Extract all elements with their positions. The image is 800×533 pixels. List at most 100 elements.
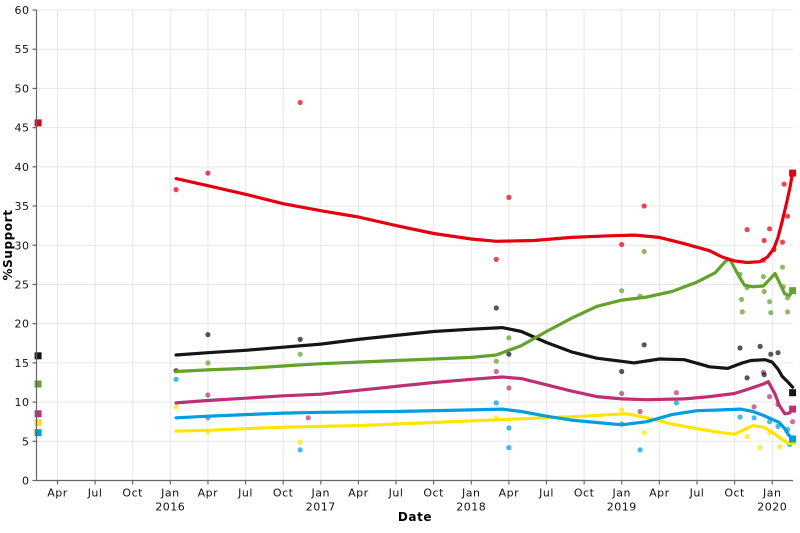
- black-poll-dot: [737, 345, 743, 351]
- red-result_2015-marker: [34, 119, 42, 127]
- yellow-poll-dot: [777, 444, 783, 450]
- green-poll-dot: [779, 264, 786, 270]
- x-tick-label: Jan: [311, 487, 330, 500]
- x-tick-label: Jul: [87, 487, 103, 500]
- red-result_2020-marker: [789, 169, 797, 177]
- red-poll-dot: [785, 213, 791, 219]
- magenta-poll-dot: [506, 385, 512, 391]
- red-poll-dot: [767, 226, 773, 232]
- blue-poll-dot: [751, 415, 757, 421]
- blue-poll-dot: [173, 376, 179, 382]
- black-poll-dot: [775, 350, 781, 356]
- red-poll-dot: [297, 99, 303, 106]
- black-poll-dot: [744, 375, 750, 381]
- x-tick-label: Jan: [612, 487, 631, 500]
- green-poll-dot: [297, 351, 303, 357]
- green-trend-line: [174, 257, 795, 374]
- black-result_2020-marker: [789, 389, 797, 397]
- red-poll-dot: [493, 256, 499, 262]
- y-tick-label: 35: [15, 200, 30, 213]
- red-poll-dot: [744, 227, 750, 233]
- blue-poll-dot: [506, 425, 512, 431]
- x-tick-label: Jul: [689, 487, 705, 500]
- x-tick-label: Apr: [198, 487, 219, 500]
- blue-poll-dot: [775, 423, 781, 429]
- green-poll-dot: [760, 274, 767, 280]
- x-tick-label: Oct: [574, 487, 595, 500]
- green-poll-dot: [493, 358, 499, 364]
- y-axis-title: %Support: [1, 209, 15, 280]
- y-tick-label: 25: [15, 278, 30, 291]
- x-tick-label: Jan: [461, 487, 480, 500]
- black-result_2015-marker: [34, 352, 42, 360]
- black-poll-dot: [205, 332, 211, 338]
- red-poll-dot: [781, 181, 787, 187]
- magenta-poll-dot: [751, 404, 757, 410]
- y-tick-label: 60: [15, 4, 30, 17]
- black-poll-dot: [768, 351, 774, 357]
- green-result_2015-marker: [34, 380, 42, 388]
- y-tick-label: 45: [15, 122, 30, 135]
- green-poll-dot: [739, 309, 746, 315]
- red-poll-dot: [173, 187, 179, 193]
- black-poll-dot: [619, 368, 625, 375]
- x-tick-year-label: 2017: [306, 501, 336, 514]
- x-tick-label: Jul: [538, 487, 554, 500]
- magenta-poll-dot: [673, 390, 680, 396]
- yellow-poll-dot: [641, 430, 647, 436]
- black-poll-dots: [173, 305, 781, 381]
- red-poll-dot: [506, 194, 512, 200]
- y-tick-label: 10: [15, 396, 30, 409]
- blue-poll-dot: [493, 400, 499, 406]
- x-tick-label: Apr: [348, 487, 369, 500]
- x-tick-label: Oct: [273, 487, 294, 500]
- x-tick-label: Oct: [724, 487, 745, 500]
- y-tick-label: 5: [22, 435, 30, 448]
- blue-poll-dot: [737, 414, 743, 420]
- magenta-poll-dot: [305, 415, 311, 421]
- x-axis-title: Date: [398, 510, 432, 524]
- red-poll-dot: [205, 170, 211, 176]
- green-poll-dot: [767, 299, 773, 305]
- blue-poll-dot: [506, 445, 512, 451]
- y-tick-label: 20: [15, 318, 30, 331]
- x-tick-label: Jan: [160, 487, 179, 500]
- blue-result_2020-marker: [789, 435, 797, 443]
- yellow-poll-dot: [619, 407, 625, 413]
- magenta-result_2015-marker: [34, 410, 42, 418]
- green-poll-dot: [768, 310, 774, 316]
- green-poll-dot: [785, 309, 791, 315]
- green-result_2020-marker: [789, 287, 797, 295]
- red-poll-dot: [761, 237, 767, 244]
- magenta-poll-dot: [637, 408, 643, 415]
- black-trend-line: [174, 326, 795, 389]
- magenta-poll-dot: [493, 368, 499, 375]
- red-poll-dot: [641, 203, 647, 209]
- blue-trend-line: [174, 407, 795, 440]
- black-poll-dot: [761, 372, 767, 378]
- red-poll-dot: [779, 239, 786, 245]
- red-poll-dots: [173, 99, 791, 263]
- x-tick-label: Oct: [423, 487, 444, 500]
- black-poll-dot: [493, 305, 499, 311]
- green-poll-dot: [641, 248, 647, 255]
- x-tick-label: Jul: [388, 487, 404, 500]
- green-poll-dot: [739, 296, 745, 302]
- yellow-poll-dot: [173, 404, 179, 410]
- magenta-poll-dot: [767, 394, 773, 400]
- y-tick-label: 15: [15, 357, 30, 370]
- green-poll-dot: [205, 360, 211, 366]
- y-tick-label: 55: [15, 43, 30, 56]
- x-tick-year-label: 2020: [757, 501, 787, 514]
- black-poll-dot: [506, 351, 512, 357]
- black-poll-dot: [757, 343, 763, 349]
- green-poll-dot: [619, 288, 625, 294]
- x-tick-label: Apr: [649, 487, 670, 500]
- blue-poll-dot: [637, 447, 643, 453]
- black-poll-dot: [297, 336, 303, 342]
- magenta-result_2020-marker: [789, 405, 797, 413]
- y-tick-label: 0: [22, 475, 30, 488]
